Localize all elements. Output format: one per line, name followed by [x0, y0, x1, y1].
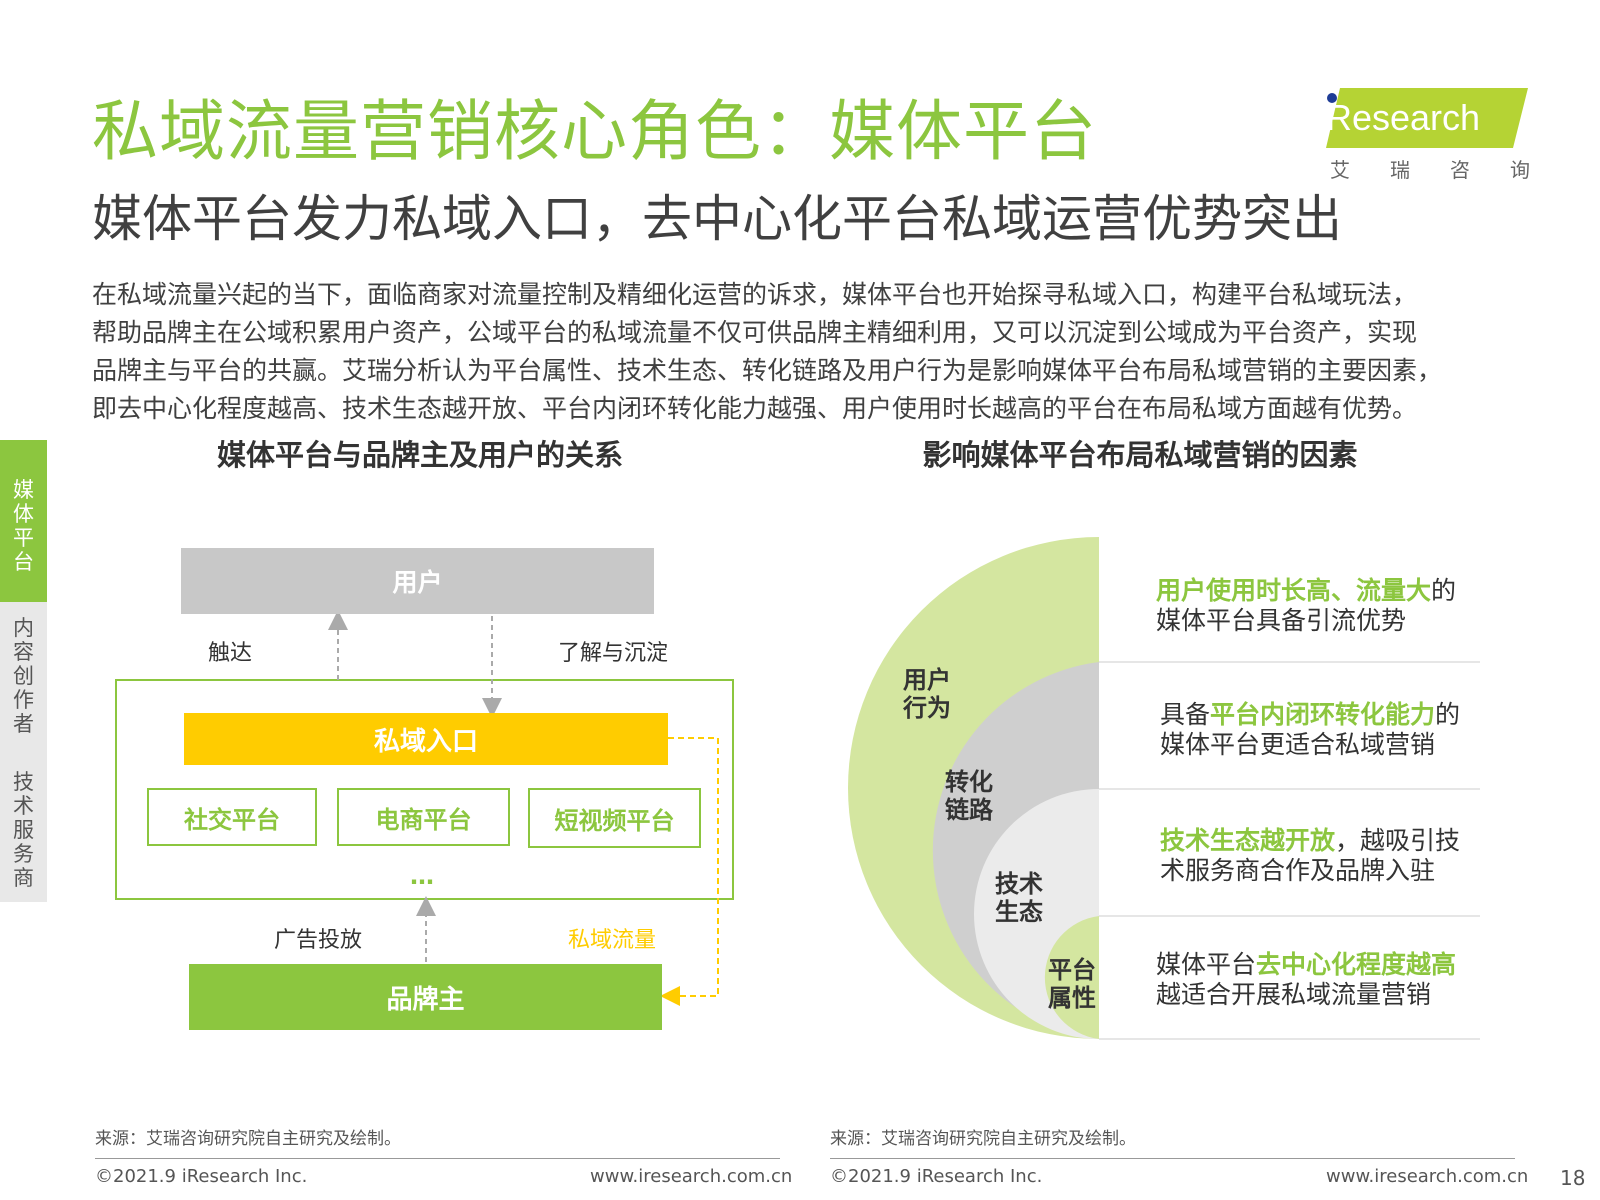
sidebar-item-label: 媒体平台: [13, 478, 34, 574]
factor-text: 具备: [1160, 700, 1211, 729]
factor-highlight: 技术生态越开放: [1160, 826, 1336, 855]
logo-brand-text: iResearch: [1318, 97, 1480, 138]
ring-label-conversion-path: 转化链路: [945, 768, 993, 824]
short-video-platform-box: 短视频平台: [528, 788, 701, 848]
copyright-right: ©2021.9 iResearch Inc.: [830, 1166, 1043, 1187]
ecommerce-platform-box: 电商平台: [337, 788, 510, 846]
social-platform-box: 社交平台: [147, 788, 317, 846]
factors-ring-diagram: [848, 537, 1480, 1040]
ad-label: 广告投放: [274, 928, 363, 953]
factor-text: 的: [1435, 700, 1461, 729]
brand-box: 品牌主: [189, 964, 662, 1030]
factor-text: 媒体平台具备引流优势: [1156, 606, 1407, 635]
factor-text: 媒体平台: [1156, 950, 1257, 979]
factor-platform-attribute: 媒体平台去中心化程度越高 越适合开展私域流量营销: [1156, 950, 1456, 1010]
iresearch-logo: iResearch: [1318, 86, 1530, 150]
ring-label-tech-ecosystem: 技术生态: [995, 870, 1043, 926]
source-note-left: 来源：艾瑞咨询研究院自主研究及绘制。: [95, 1129, 401, 1149]
factor-user-behavior: 用户使用时长高、流量大的 媒体平台具备引流优势: [1156, 576, 1456, 636]
ring-label-platform-attribute: 平台属性: [1048, 956, 1096, 1012]
more-platforms-ellipsis: …: [410, 862, 434, 890]
website-right[interactable]: www.iresearch.com.cn: [1326, 1166, 1529, 1187]
footer-rule-left: [95, 1158, 780, 1159]
logo-char: 咨: [1450, 158, 1470, 182]
intro-paragraph: 在私域流量兴起的当下，面临商家对流量控制及精细化运营的诉求，媒体平台也开始探寻私…: [92, 276, 1542, 428]
source-note-right: 来源：艾瑞咨询研究院自主研究及绘制。: [830, 1129, 1136, 1149]
sidebar-item-media-platform[interactable]: 媒体平台: [0, 440, 47, 602]
website-left[interactable]: www.iresearch.com.cn: [590, 1166, 793, 1187]
factor-text: 媒体平台更适合私域营销: [1160, 730, 1436, 759]
logo-char: 询: [1510, 158, 1530, 182]
page-number: 18: [1560, 1166, 1586, 1190]
footer-rule-right: [830, 1158, 1515, 1159]
understand-label: 了解与沉淀: [558, 641, 669, 666]
page-subtitle: 媒体平台发力私域入口，去中心化平台私域运营优势突出: [92, 190, 1342, 248]
logo-graphic: iResearch: [1318, 88, 1528, 148]
logo-char: 瑞: [1390, 158, 1410, 182]
factor-highlight: 去中心化程度越高: [1256, 950, 1457, 979]
factor-conversion-path: 具备平台内闭环转化能力的 媒体平台更适合私域营销: [1160, 700, 1460, 760]
factor-text: 的: [1431, 576, 1457, 605]
intro-line: 品牌主与平台的共赢。艾瑞分析认为平台属性、技术生态、转化链路及用户行为是影响媒体…: [92, 356, 1443, 385]
page-title: 私域流量营销核心角色：媒体平台: [92, 93, 1097, 170]
private-traffic-label: 私域流量: [568, 928, 657, 953]
intro-line: 帮助品牌主在公域积累用户资产，公域平台的私域流量不仅可供品牌主精细利用，又可以沉…: [92, 318, 1418, 347]
sidebar-item-label: 内容创作者: [13, 616, 34, 736]
right-section-heading: 影响媒体平台布局私域营销的因素: [922, 438, 1358, 472]
user-box: 用户: [181, 548, 654, 614]
private-traffic-arrow: [660, 737, 719, 1006]
ring-platform-attribute: [1044, 916, 1099, 1039]
factor-text: 越适合开展私域流量营销: [1156, 980, 1432, 1009]
factor-highlight: 平台内闭环转化能力: [1210, 700, 1436, 729]
factor-text: 术服务商合作及品牌入驻: [1160, 856, 1436, 885]
private-entry-box: 私域入口: [184, 713, 668, 765]
intro-line: 即去中心化程度越高、技术生态越开放、平台内闭环转化能力越强、用户使用时长越高的平…: [92, 394, 1418, 423]
logo-char: 艾: [1330, 158, 1350, 182]
left-section-heading: 媒体平台与品牌主及用户的关系: [216, 438, 623, 472]
sidebar-item-tech-provider[interactable]: 技术服务商: [0, 752, 47, 902]
sidebar-item-label: 技术服务商: [13, 770, 34, 890]
copyright-left: ©2021.9 iResearch Inc.: [95, 1166, 308, 1187]
logo-chinese-name: 艾 瑞 咨 询: [1330, 154, 1530, 183]
intro-line: 在私域流量兴起的当下，面临商家对流量控制及精细化运营的诉求，媒体平台也开始探寻私…: [92, 280, 1418, 309]
reach-label: 触达: [208, 641, 253, 666]
factor-highlight: 用户使用时长高、流量大: [1156, 576, 1432, 605]
sidebar-item-content-creator[interactable]: 内容创作者: [0, 602, 47, 752]
ring-label-user-behavior: 用户行为: [903, 666, 951, 722]
relationship-diagram-lines: [115, 610, 734, 1006]
factor-tech-ecosystem: 技术生态越开放，越吸引技 术服务商合作及品牌入驻: [1160, 826, 1460, 886]
factor-text: ，越吸引技: [1335, 826, 1461, 855]
